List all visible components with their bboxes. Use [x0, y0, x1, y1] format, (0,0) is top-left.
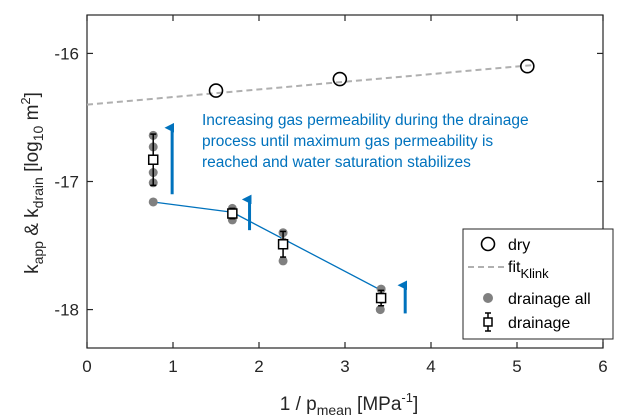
- x-tick-label: 1: [168, 357, 177, 376]
- annotation-line-2: process until maximum gas permeability i…: [202, 133, 493, 150]
- annotation-line-1: Increasing gas permeability during the d…: [202, 112, 529, 129]
- y-tick-label: -17: [54, 173, 79, 192]
- y-tick-label: -16: [54, 44, 79, 63]
- drainage-point: [375, 292, 387, 304]
- legend-drainage-all-marker: [483, 293, 493, 303]
- drainage-point: [147, 154, 159, 165]
- drainage-point: [227, 208, 238, 219]
- legend-fit-label: fitKlink: [508, 259, 549, 281]
- legend: dry fitKlink drainage all drainage: [462, 228, 614, 340]
- drainage-all-point: [278, 256, 288, 266]
- dry-point: [332, 71, 348, 87]
- dry-point: [520, 58, 535, 74]
- legend-drainage-marker: [483, 317, 493, 327]
- x-tick-label: 0: [82, 357, 91, 376]
- legend-drainage-all-label: drainage all: [508, 291, 591, 308]
- x-tick-label: 4: [426, 357, 435, 376]
- x-tick-label: 3: [340, 357, 349, 376]
- y-axis-label: kapp & kdrain [log10 m2]: [18, 92, 46, 274]
- drainage-trend-line: [153, 201, 233, 213]
- x-axis-label: 1 / pmean [MPa-1]: [280, 390, 418, 418]
- fit-klink-line: [86, 63, 535, 106]
- annotation-line-3: reached and water saturation stabilizes: [202, 154, 471, 171]
- legend-dry-label: dry: [508, 237, 530, 254]
- x-tick-label: 2: [254, 357, 263, 376]
- drainage-all-point: [375, 305, 385, 315]
- y-tick-label: -18: [54, 301, 79, 320]
- legend-dry-marker: [480, 236, 496, 252]
- legend-drainage-label: drainage: [508, 315, 570, 332]
- drainage-all-point: [376, 284, 386, 294]
- drainage-point: [277, 239, 289, 250]
- x-tick-label: 6: [598, 357, 607, 376]
- drainage-trend-line: [232, 211, 385, 293]
- x-tick-label: 5: [512, 357, 521, 376]
- dry-point: [208, 83, 224, 98]
- drainage-all-point: [148, 197, 158, 207]
